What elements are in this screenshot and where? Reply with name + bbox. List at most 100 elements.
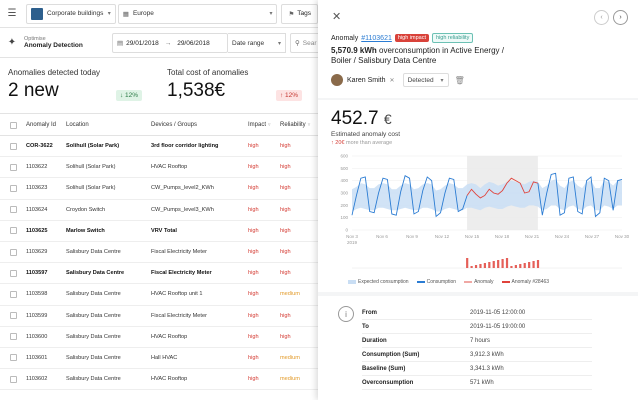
building-selector-label: Corporate buildings [46, 10, 104, 17]
cell-device: HVAC Rooftop [151, 333, 188, 340]
cell-impact: high [248, 227, 259, 234]
date-picker[interactable]: ▤ 29/01/2018 → 29/06/2018 [112, 33, 228, 53]
cell-reliability: medium [280, 291, 300, 298]
column-header-reliability[interactable]: Reliability ▿ [280, 122, 318, 128]
detail-row: Consumption (Sum) 3,912.3 kWh [362, 348, 592, 362]
kpi-section: Anomalies detected today 2 new ↓ 12% Tot… [0, 58, 318, 114]
anomalies-table: Anomaly Id Location Devices / Groups Imp… [0, 115, 318, 391]
detail-value: 3,341.3 kWh [470, 365, 504, 372]
cost-delta: ↑ 20€ more than average [331, 140, 392, 146]
cell-anomaly-id: 1103602 [26, 376, 48, 383]
legend-anomaly-id[interactable]: Anomaly #28463 [501, 279, 550, 285]
cell-location: Salisbury Data Centre [66, 312, 121, 319]
row-checkbox[interactable] [9, 142, 17, 150]
menu-icon[interactable]: ☰ [7, 8, 17, 19]
anomaly-id-link[interactable]: #1103621 [361, 34, 392, 42]
kpi-change-badge: ↓ 12% [116, 90, 143, 101]
status-select[interactable]: Detected ▾ [402, 73, 449, 87]
row-checkbox[interactable] [9, 312, 17, 320]
row-checkbox[interactable] [9, 354, 17, 362]
legend-label: Anomaly #28463 [511, 279, 550, 285]
table-row[interactable]: 1103624 Croydon Switch CW_Pumps_level3_KWh… [0, 200, 318, 221]
legend-anomaly[interactable]: Anomaly [464, 279, 494, 285]
cell-location: Solihull (Solar Park) [66, 143, 120, 150]
column-header-label: Reliability [280, 122, 306, 128]
detail-row: To 2019-11-05 19:00:00 [362, 320, 592, 334]
table-row[interactable]: 1103623 Solihull (Solar Park) CW_Pumps_lev… [0, 178, 318, 200]
legend-expected[interactable]: Expected consumption [348, 279, 409, 285]
cell-anomaly-id: COR-3622 [26, 143, 53, 150]
expected-band [352, 179, 622, 212]
row-checkbox[interactable] [9, 248, 17, 256]
select-all-checkbox[interactable] [9, 121, 17, 129]
table-row[interactable]: COR-3622 Solihull (Solar Park) 3rd floor c… [0, 136, 318, 158]
column-header[interactable]: Location [66, 122, 89, 128]
table-row[interactable]: 1103602 Salisbury Data Centre HVAC Rooftop… [0, 369, 318, 391]
building-selector[interactable]: Corporate buildings ▾ [25, 3, 116, 24]
table-row[interactable]: 1103597 Salisbury Data Centre Fiscal Elect… [0, 263, 318, 285]
filter-icon[interactable]: ▿ [268, 122, 271, 128]
y-tick-label: 0 [345, 228, 348, 233]
anomaly-bar [501, 259, 504, 268]
breadcrumb-parent[interactable]: Optimise [24, 36, 46, 42]
summary-text: overconsumption in Active Energy / Boile… [331, 46, 504, 65]
anomaly-bar [492, 261, 495, 268]
search-icon: ⚲ [295, 40, 300, 47]
table-row[interactable]: 1103598 Salisbury Data Centre HVAC Rooftop… [0, 284, 318, 306]
date-from[interactable]: 29/01/2018 [126, 39, 159, 47]
row-checkbox[interactable] [9, 269, 17, 277]
assignee-name[interactable]: Karen Smith [347, 76, 386, 84]
column-header[interactable]: Devices / Groups [151, 122, 198, 128]
table-row[interactable]: 1103622 Solihull (Solar Park) HVAC Rooftop… [0, 157, 318, 179]
table-row[interactable]: 1103629 Salisbury Data Centre Fiscal Elect… [0, 242, 318, 264]
tags-label: Tags [297, 10, 312, 17]
detail-row: Duration 7 hours [362, 334, 592, 348]
table-row[interactable]: 1103600 Salisbury Data Centre HVAC Rooftop… [0, 327, 318, 348]
row-checkbox[interactable] [9, 163, 17, 171]
date-range-select[interactable]: Date range ▾ [228, 33, 286, 53]
next-anomaly-button[interactable]: › [613, 10, 628, 25]
row-checkbox[interactable] [9, 290, 17, 298]
cell-reliability: medium [280, 376, 300, 383]
anomaly-bar [536, 260, 540, 268]
date-to[interactable]: 29/06/2018 [177, 39, 210, 47]
column-header-impact[interactable]: Impact ▿ [248, 122, 280, 128]
table-row[interactable]: 1103625 Marlow Switch VRV Total high high [0, 221, 318, 242]
table-row[interactable]: 1103601 Salisbury Data Centre Hall HVAC hig… [0, 348, 318, 370]
cell-reliability: medium [280, 354, 300, 361]
filter-icon[interactable]: ▿ [307, 122, 311, 128]
anomaly-bar [505, 258, 509, 268]
legend-swatch [348, 279, 356, 284]
row-checkbox[interactable] [9, 375, 17, 383]
row-checkbox[interactable] [9, 184, 17, 192]
anomaly-cost: 452.7 € [331, 108, 392, 130]
previous-anomaly-button[interactable]: ‹ [594, 10, 609, 25]
region-selector[interactable]: ▦ Europe ▾ [117, 3, 278, 24]
kpi-change-badge: ↑ 12% [276, 90, 303, 101]
cell-reliability: high [280, 333, 291, 340]
cell-location: Salisbury Data Centre [66, 270, 125, 277]
cell-location: Marlow Switch [66, 227, 105, 234]
anomaly-bar [470, 266, 473, 268]
cell-device: VRV Total [151, 227, 177, 234]
tags-button[interactable]: ⚑ Tags [281, 3, 318, 24]
cell-device: CW_Pumps_level2_KWh [151, 185, 214, 192]
row-checkbox[interactable] [9, 227, 17, 235]
cell-reliability: high [280, 164, 291, 171]
assignee-row: Karen Smith ✕ Detected ▾ 🗑 [331, 73, 465, 87]
trash-icon[interactable]: 🗑 [454, 75, 465, 85]
remove-assignee-icon[interactable]: ✕ [389, 77, 395, 84]
row-checkbox[interactable] [9, 206, 17, 214]
x-tick-label: Nov 9 [406, 234, 418, 239]
close-icon[interactable]: ✕ [332, 11, 342, 23]
column-header[interactable]: Anomaly Id [26, 122, 57, 128]
cell-impact: high [248, 333, 259, 340]
table-row[interactable]: 1103599 Salisbury Data Centre Fiscal Elect… [0, 306, 318, 327]
anomaly-cost-value: 452.7 [331, 108, 379, 129]
anomaly-bar [514, 265, 517, 268]
row-checkbox[interactable] [9, 333, 17, 341]
search-input[interactable]: ⚲ Sear [290, 33, 318, 53]
legend-consumption[interactable]: Consumption [416, 279, 456, 285]
info-icon: i [338, 306, 354, 322]
